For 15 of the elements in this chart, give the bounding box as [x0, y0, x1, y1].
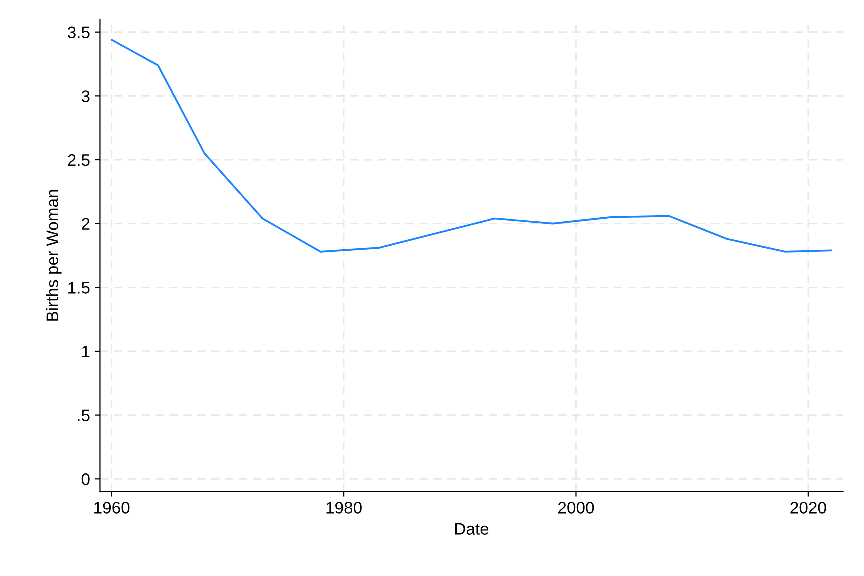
x-tick-label: 2020 — [790, 502, 826, 514]
y-tick-label: 3 — [82, 90, 90, 102]
y-axis-title: Births per Woman — [46, 190, 62, 321]
y-tick-label: 0 — [82, 474, 90, 486]
x-tick-label: 1960 — [94, 502, 130, 514]
x-axis-title: Date — [456, 523, 489, 535]
y-tick-label: 3.5 — [68, 26, 90, 39]
line-series — [110, 39, 833, 253]
x-tick-label: 1980 — [326, 502, 362, 514]
y-tick-label: 1 — [82, 346, 90, 358]
y-tick-label: 2 — [82, 218, 90, 230]
y-tick-label: 2.5 — [68, 154, 90, 166]
x-tick-label: 2000 — [558, 502, 594, 514]
y-tick-label: 1.5 — [68, 282, 90, 294]
y-tick-label: .5 — [78, 410, 90, 422]
